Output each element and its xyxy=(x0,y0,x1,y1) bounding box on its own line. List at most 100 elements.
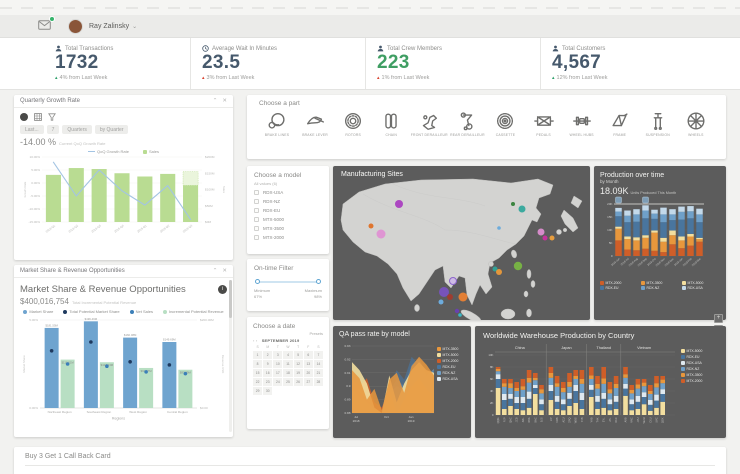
calendar-day[interactable]: 17 xyxy=(273,369,283,377)
checkbox[interactable] xyxy=(254,190,259,195)
checkbox[interactable] xyxy=(254,199,259,204)
part-item[interactable]: BRAKE LEVER xyxy=(297,110,333,137)
calendar-day[interactable]: 26 xyxy=(293,378,303,386)
site-bubble[interactable] xyxy=(376,229,386,239)
filter-chip[interactable]: 7 xyxy=(46,125,60,134)
collapse-icon[interactable]: ⌃ xyxy=(212,98,218,104)
calendar-day[interactable]: 12 xyxy=(293,360,303,368)
calendar-day[interactable]: 2 xyxy=(263,351,273,359)
checkbox[interactable] xyxy=(254,217,259,222)
calendar-day[interactable]: 30 xyxy=(263,387,273,395)
calendar-day[interactable]: 18 xyxy=(283,369,293,377)
filter-chip[interactable]: by Quarter xyxy=(94,125,129,134)
slider-handle-max[interactable] xyxy=(316,278,321,284)
site-bubble[interactable] xyxy=(549,235,555,241)
site-bubble[interactable] xyxy=(449,277,457,285)
part-item[interactable]: FRONT DERAILLEUR xyxy=(411,110,448,137)
calendar-day[interactable]: 1 xyxy=(253,351,263,359)
calendar-day[interactable]: 13 xyxy=(303,360,313,368)
range-slider[interactable] xyxy=(255,278,321,284)
calendar-day[interactable]: 21 xyxy=(313,369,323,377)
model-option[interactable]: MTX-3500 xyxy=(254,224,322,233)
prev-month-button[interactable]: ‹ xyxy=(253,338,255,343)
calendar-day[interactable]: 29 xyxy=(253,387,263,395)
scrollbar[interactable] xyxy=(229,280,232,432)
site-bubble[interactable] xyxy=(438,299,444,305)
calendar-day[interactable]: 16 xyxy=(263,369,273,377)
part-item[interactable]: SUSPENSION xyxy=(640,110,676,137)
collapse-icon[interactable]: ⌃ xyxy=(212,268,218,274)
site-bubble[interactable] xyxy=(492,266,498,272)
calendar-day[interactable]: 24 xyxy=(273,378,283,386)
site-bubble[interactable] xyxy=(513,261,523,271)
model-option[interactable]: MTX-5000 xyxy=(254,215,322,224)
pie-chart-icon[interactable] xyxy=(20,113,28,121)
calendar-day[interactable]: 23 xyxy=(263,378,273,386)
close-icon[interactable]: ✕ xyxy=(222,98,227,104)
calendar-day[interactable]: 19 xyxy=(293,369,303,377)
user-menu[interactable]: Ray Zalinsky xyxy=(89,22,130,30)
site-bubble[interactable] xyxy=(454,308,460,314)
zoom-in-button[interactable]: + xyxy=(714,314,723,323)
checkbox[interactable] xyxy=(254,208,259,213)
calendar-day[interactable]: 9 xyxy=(263,360,273,368)
model-option[interactable]: RDX-EU xyxy=(254,206,322,215)
next-month-button[interactable]: › xyxy=(255,338,258,343)
messages-button[interactable] xyxy=(38,16,55,32)
site-bubble[interactable] xyxy=(497,226,501,230)
part-item[interactable]: WHEELS xyxy=(678,110,714,137)
model-option[interactable]: RDX-USA xyxy=(254,188,322,197)
site-bubble[interactable] xyxy=(368,223,374,229)
model-option[interactable]: RDX-NZ xyxy=(254,197,322,206)
calendar-day[interactable]: 10 xyxy=(273,360,283,368)
part-item[interactable]: CHAIN xyxy=(373,110,409,137)
part-item[interactable]: ROTORS xyxy=(335,110,371,137)
site-bubble[interactable] xyxy=(542,235,548,241)
site-bubble[interactable] xyxy=(518,205,526,213)
site-bubble[interactable] xyxy=(395,200,403,208)
calendar-day[interactable]: 15 xyxy=(253,369,263,377)
avatar[interactable] xyxy=(68,18,83,34)
calendar-day[interactable]: 25 xyxy=(283,378,293,386)
site-bubble[interactable] xyxy=(537,228,545,236)
calendar-day[interactable]: 7 xyxy=(313,351,323,359)
site-bubble[interactable] xyxy=(496,269,502,275)
calendar-day[interactable]: 22 xyxy=(253,378,263,386)
calendar-day[interactable]: 20 xyxy=(303,369,313,377)
chart-info-icon[interactable]: i xyxy=(218,285,227,294)
checkbox[interactable] xyxy=(254,235,259,240)
calendar-day[interactable]: 14 xyxy=(313,360,323,368)
calendar-day[interactable]: 4 xyxy=(283,351,293,359)
asia-map[interactable] xyxy=(333,166,590,320)
calendar-day[interactable]: 6 xyxy=(303,351,313,359)
close-icon[interactable]: ✕ xyxy=(222,268,227,274)
calendar-day[interactable]: 27 xyxy=(303,378,313,386)
market-chart[interactable]: 5.00% 0.00% $200.00M $0.00 Market Share Reven… xyxy=(20,314,227,430)
calendar-day[interactable]: 11 xyxy=(283,360,293,368)
site-bubble[interactable] xyxy=(458,292,468,302)
part-item[interactable]: WHEEL HUBS xyxy=(564,110,600,137)
part-item[interactable]: CASSETTE xyxy=(487,110,523,137)
calendar-day[interactable]: 8 xyxy=(253,360,263,368)
site-bubble[interactable] xyxy=(439,287,449,297)
part-item[interactable]: BRAKE LINES xyxy=(259,110,295,137)
filter-icon[interactable] xyxy=(48,113,56,121)
grid-icon[interactable] xyxy=(34,113,42,121)
part-item[interactable]: FRAME xyxy=(602,110,638,137)
growth-chart[interactable]: 10.00% 5.00% 0.00% -5.00% -10.00% -15.00% $200… xyxy=(20,154,227,242)
filter-chip[interactable]: Quarters xyxy=(62,125,92,134)
calendar-day[interactable]: 28 xyxy=(313,378,323,386)
checkbox[interactable] xyxy=(254,226,259,231)
part-item[interactable]: REAR DERAILLEUR xyxy=(449,110,485,137)
site-bubble[interactable] xyxy=(458,313,462,317)
calendar-day[interactable]: 5 xyxy=(293,351,303,359)
part-item[interactable]: PEDALS xyxy=(526,110,562,137)
calendar-day[interactable]: 3 xyxy=(273,351,283,359)
callback-card-panel[interactable]: Buy 3 Get 1 Call Back Card xyxy=(14,447,726,474)
slider-handle-min[interactable] xyxy=(255,278,260,284)
presets-link[interactable]: Presets xyxy=(309,331,323,336)
site-bubble[interactable] xyxy=(511,202,515,206)
